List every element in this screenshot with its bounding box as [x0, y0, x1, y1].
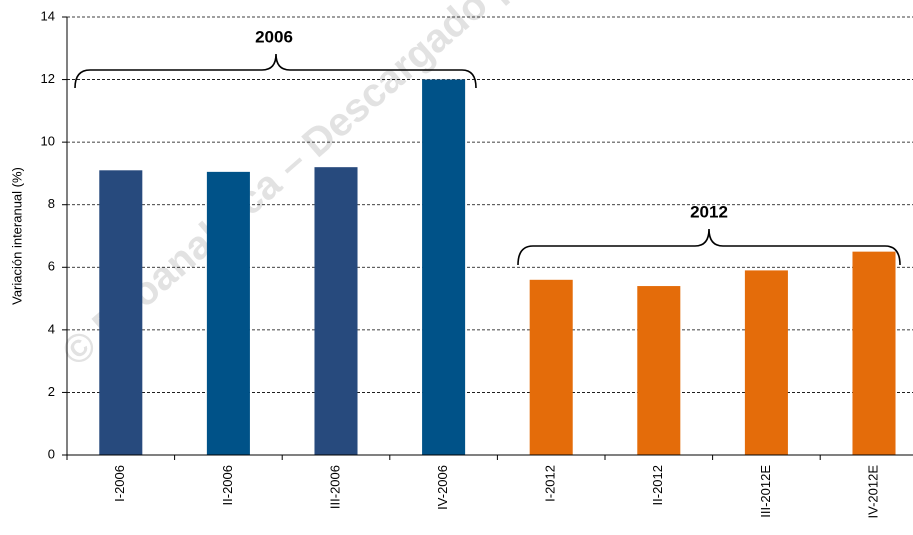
y-tick-label: 6	[48, 259, 55, 274]
brace	[517, 228, 901, 266]
bar	[852, 251, 896, 455]
x-tick-label: II-2012	[650, 465, 665, 505]
y-tick-label: 0	[48, 446, 55, 461]
x-tick-label: III-2012E	[758, 465, 773, 518]
y-tick-label: 2	[48, 384, 55, 399]
x-tick-label: II-2006	[220, 465, 235, 505]
bar	[99, 170, 143, 456]
x-tick-label: IV-2012E	[865, 465, 880, 519]
x-tick-label: IV-2006	[435, 465, 450, 510]
y-tick-label: 4	[48, 321, 55, 336]
y-tick-label: 8	[48, 196, 55, 211]
x-tick-label: III-2006	[327, 465, 342, 509]
bar	[744, 270, 788, 455]
bar	[529, 279, 573, 455]
annotation: 2006	[255, 27, 293, 46]
y-tick-label: 14	[41, 8, 55, 23]
y-tick-label: 12	[41, 71, 55, 86]
x-tick-label: I-2012	[543, 465, 558, 502]
annotation: 2012	[690, 202, 728, 221]
y-axis-label: Variación interanual (%)	[9, 167, 24, 305]
bar	[314, 167, 358, 455]
bar	[422, 79, 466, 456]
x-tick-label: I-2006	[112, 465, 127, 502]
y-tick-label: 10	[41, 134, 55, 149]
bar	[637, 286, 681, 455]
brace	[74, 53, 477, 89]
bar	[206, 171, 250, 455]
